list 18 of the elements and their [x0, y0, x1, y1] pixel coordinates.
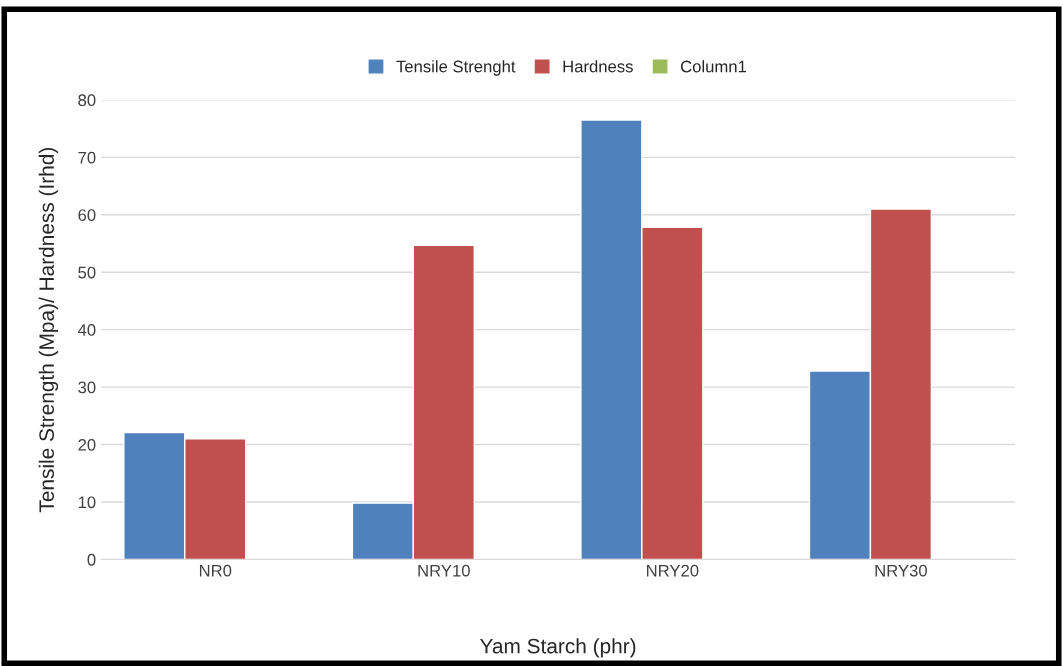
x-axis-title: Yam Starch (phr)	[480, 638, 636, 658]
x-tick-label: NR0	[199, 564, 232, 577]
y-tick-label: 0	[87, 553, 96, 566]
y-tick-label: 80	[78, 94, 96, 107]
legend-label: Tensile Strenght	[396, 60, 516, 76]
y-tick-label: 50	[78, 266, 96, 279]
legend-label: Column1	[680, 60, 747, 73]
y-tick-label: 70	[78, 151, 96, 164]
y-tick-label: 30	[78, 381, 96, 394]
y-tick-label: 40	[77, 324, 96, 336]
y-axis-title: Tensile Strength (Mpa)/ Hardness (Irhd)	[38, 148, 59, 513]
x-tick-label: NRY30	[875, 564, 927, 577]
x-tick-label: NRY10	[418, 564, 470, 577]
legend-label: Hardness	[563, 60, 633, 73]
y-tick-label: 10	[78, 496, 96, 509]
x-tick-label: NRY20	[647, 564, 699, 577]
y-tick-label: 20	[78, 438, 96, 451]
y-tick-label: 60	[78, 209, 96, 221]
